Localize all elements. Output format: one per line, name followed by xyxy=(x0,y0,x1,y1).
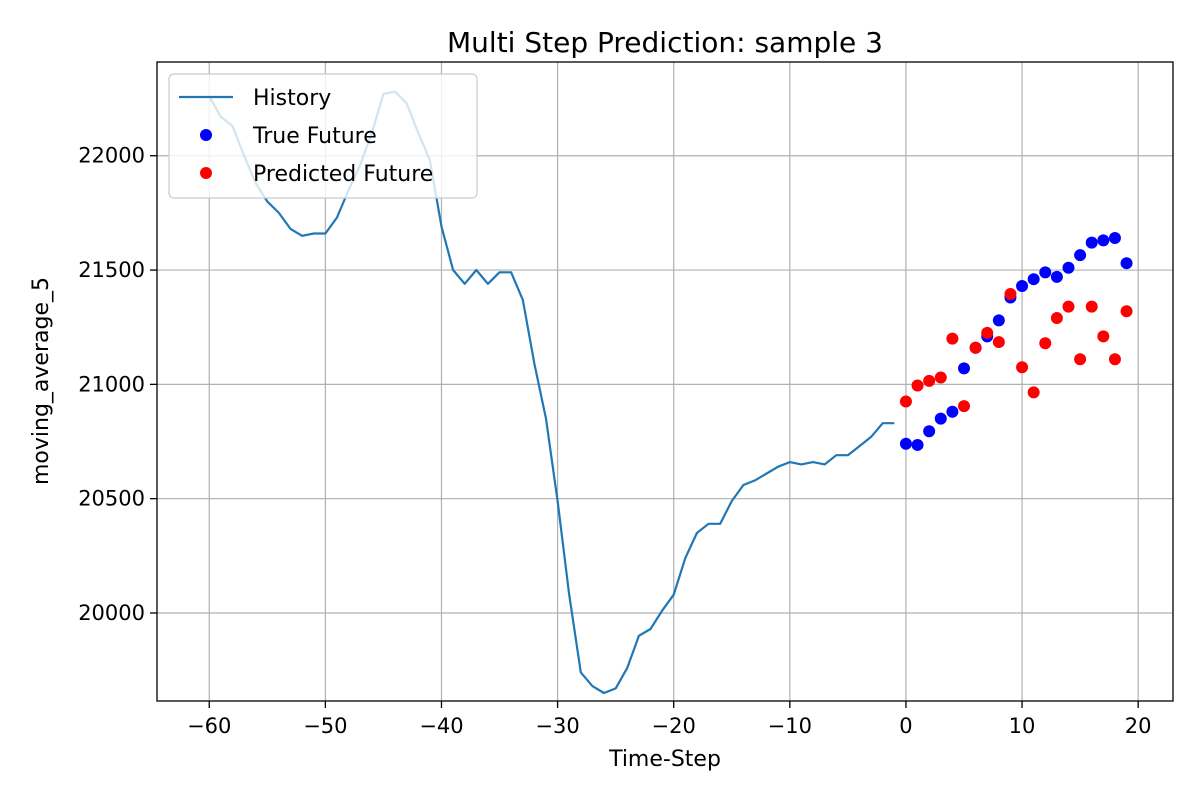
predicted-future-point xyxy=(957,400,970,413)
true-future-point xyxy=(899,437,912,450)
true-future-point xyxy=(1074,249,1087,262)
y-tick-label: 21500 xyxy=(78,258,145,282)
x-tick-label: 10 xyxy=(1009,714,1036,738)
x-tick-label: 20 xyxy=(1125,714,1152,738)
x-tick-label: −60 xyxy=(187,714,231,738)
true-future-point xyxy=(1050,270,1063,283)
true-future-point xyxy=(1016,280,1029,293)
predicted-future-point xyxy=(969,341,982,354)
legend-true-future-marker xyxy=(200,129,212,141)
predicted-future-point xyxy=(1027,386,1040,399)
true-future-point xyxy=(957,362,970,375)
predicted-future-point xyxy=(1120,305,1133,318)
true-future-point xyxy=(946,405,959,418)
true-future-point xyxy=(1062,261,1075,274)
predicted-future-point xyxy=(1016,361,1029,374)
y-tick-label: 22000 xyxy=(78,144,145,168)
true-future-point xyxy=(1039,266,1052,279)
true-future-point xyxy=(934,412,947,425)
predicted-future-point xyxy=(1074,353,1087,366)
y-tick-label: 20500 xyxy=(78,487,145,511)
predicted-future-point xyxy=(1108,353,1121,366)
predicted-future-point xyxy=(1004,288,1017,301)
predicted-future-point xyxy=(1062,300,1075,313)
true-future-point xyxy=(992,314,1005,327)
true-future-point xyxy=(1027,273,1040,286)
x-tick-label: −20 xyxy=(652,714,696,738)
x-tick-label: −40 xyxy=(419,714,463,738)
true-future-point xyxy=(911,438,924,451)
x-tick-label: 0 xyxy=(899,714,912,738)
legend-true-future-label: True Future xyxy=(252,124,377,149)
x-tick-label: −50 xyxy=(303,714,347,738)
predicted-future-point xyxy=(1050,312,1063,325)
true-future-point xyxy=(1097,234,1110,247)
legend-box xyxy=(168,73,478,199)
plot-frame xyxy=(156,61,1174,702)
x-tick-label: −10 xyxy=(768,714,812,738)
predicted-future-point xyxy=(923,374,936,387)
predicted-future-point xyxy=(1097,330,1110,343)
legend-predicted-future-marker xyxy=(200,167,212,179)
history-line xyxy=(208,90,895,695)
predicted-future-point xyxy=(1085,300,1098,313)
legend: History True Future Predicted Future xyxy=(168,73,478,199)
predicted-future-point xyxy=(934,371,947,384)
y-axis: 20000 20500 21000 21500 22000 xyxy=(78,144,157,625)
y-tick-label: 21000 xyxy=(78,372,145,396)
y-tick-label: 20000 xyxy=(78,601,145,625)
x-tick-label: −30 xyxy=(535,714,579,738)
predicted-future-point xyxy=(911,379,924,392)
true-future-point xyxy=(1085,236,1098,249)
chart-title: Multi Step Prediction: sample 3 xyxy=(447,26,883,59)
predicted-future-point xyxy=(1039,337,1052,350)
true-future-point xyxy=(1108,232,1121,245)
x-axis: −60 −50 −40 −30 −20 −10 0 10 20 xyxy=(187,701,1152,738)
predicted-future-point xyxy=(992,336,1005,349)
legend-history-label: History xyxy=(253,86,331,111)
x-axis-label: Time-Step xyxy=(608,747,721,772)
predicted-future-point xyxy=(899,395,912,408)
y-axis-label: moving_average_5 xyxy=(29,277,54,485)
true-future-point xyxy=(1120,257,1133,270)
predicted-future-point xyxy=(981,326,994,339)
predicted-future-point xyxy=(946,332,959,345)
legend-predicted-future-label: Predicted Future xyxy=(253,162,433,187)
plot-series xyxy=(208,90,1133,695)
true-future-point xyxy=(923,425,936,438)
